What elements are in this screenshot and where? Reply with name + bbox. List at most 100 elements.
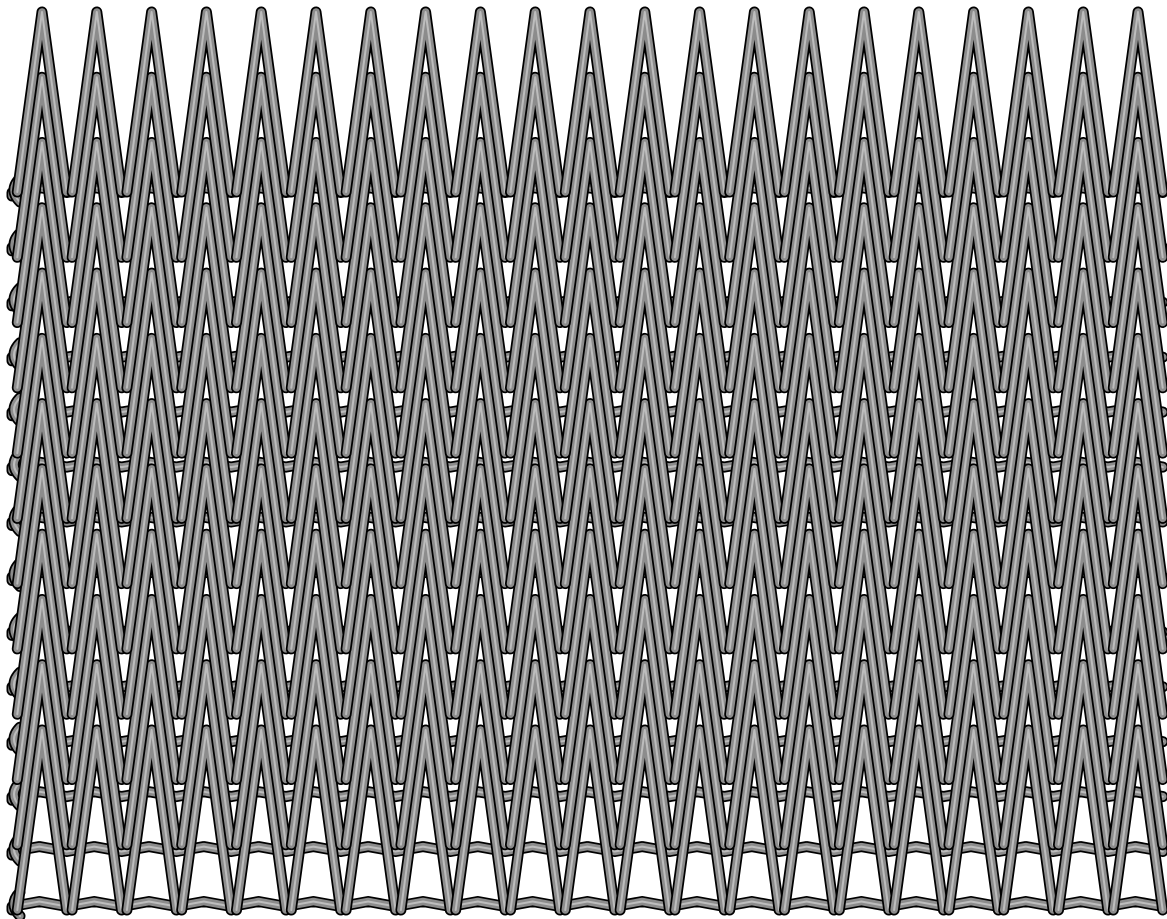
zigzag-wire bbox=[121, 6, 182, 198]
zigzag-wire bbox=[888, 202, 949, 394]
zigzag-wire bbox=[505, 594, 566, 785]
zigzag-wire bbox=[176, 71, 237, 263]
zigzag-wire-highlight bbox=[16, 598, 68, 781]
zigzag-wire-highlight bbox=[125, 141, 178, 324]
zigzag-wire bbox=[614, 137, 675, 328]
zigzag-wire-highlight bbox=[399, 598, 452, 781]
zigzag-wire bbox=[231, 332, 292, 524]
zigzag-wire-highlight bbox=[235, 76, 287, 259]
zigzag-wire bbox=[505, 137, 566, 328]
zigzag-wire bbox=[285, 71, 347, 263]
zigzag-wire-highlight bbox=[1002, 272, 1055, 455]
zigzag-wire bbox=[833, 71, 895, 263]
zigzag-wire bbox=[779, 594, 840, 785]
zigzag-wire-highlight bbox=[1112, 141, 1164, 324]
zigzag-wire-highlight bbox=[16, 272, 68, 455]
zigzag-wire-highlight bbox=[893, 533, 945, 716]
zigzag-wire bbox=[285, 528, 347, 720]
zigzag-wire bbox=[450, 332, 511, 524]
zigzag-wire bbox=[943, 71, 1004, 263]
zigzag-wire-highlight bbox=[235, 206, 287, 389]
zigzag-wire-highlight bbox=[509, 533, 561, 716]
zigzag-wire bbox=[888, 659, 949, 851]
zigzag-wire bbox=[231, 594, 292, 785]
zigzag-wire bbox=[66, 267, 127, 459]
zigzag-wire-highlight bbox=[180, 663, 233, 846]
zigzag-wire bbox=[66, 528, 127, 720]
zigzag-wire-highlight bbox=[235, 729, 287, 911]
zigzag-wire-highlight bbox=[180, 272, 233, 455]
zigzag-wire-highlight bbox=[16, 337, 68, 520]
zigzag-wire-highlight bbox=[673, 598, 726, 781]
zigzag-wire bbox=[11, 332, 73, 524]
zigzag-wire bbox=[11, 528, 73, 720]
zigzag-wire bbox=[11, 267, 73, 459]
zigzag-wire bbox=[395, 528, 456, 720]
zigzag-wire bbox=[559, 202, 621, 394]
zigzag-wire-highlight bbox=[345, 533, 397, 716]
zigzag-wire-highlight bbox=[783, 467, 835, 650]
zigzag-wire-highlight bbox=[838, 533, 890, 716]
zigzag-wire bbox=[395, 332, 456, 524]
zigzag-wire bbox=[943, 724, 1004, 916]
zigzag-wire-highlight bbox=[1112, 337, 1164, 520]
zigzag-wire bbox=[998, 202, 1059, 394]
zigzag-wire bbox=[559, 724, 621, 916]
zigzag-wire bbox=[231, 6, 292, 198]
zigzag-wire bbox=[395, 724, 456, 916]
zigzag-wire bbox=[724, 528, 785, 720]
zigzag-wire-highlight bbox=[619, 533, 671, 716]
zigzag-wire-highlight bbox=[1112, 11, 1164, 193]
zigzag-wire-highlight bbox=[399, 141, 452, 324]
zigzag-wire bbox=[121, 594, 182, 785]
zigzag-wire bbox=[998, 528, 1059, 720]
zigzag-wire bbox=[285, 398, 347, 590]
zigzag-wire-highlight bbox=[509, 141, 561, 324]
zigzag-wire-highlight bbox=[619, 337, 671, 520]
zigzag-wire-highlight bbox=[619, 76, 671, 259]
zigzag-wire bbox=[176, 659, 237, 851]
zigzag-wire bbox=[559, 398, 621, 590]
zigzag-wire bbox=[450, 398, 511, 590]
zigzag-wire bbox=[669, 332, 730, 524]
zigzag-wire-highlight bbox=[838, 141, 890, 324]
zigzag-wire bbox=[450, 267, 511, 459]
zigzag-wire bbox=[231, 398, 292, 590]
zigzag-wire-highlight bbox=[235, 11, 287, 193]
zigzag-wire-highlight bbox=[180, 76, 233, 259]
zigzag-wire-highlight bbox=[783, 533, 835, 716]
zigzag-wire-highlight bbox=[290, 729, 342, 911]
zigzag-wire bbox=[724, 463, 785, 655]
zigzag-wire-highlight bbox=[125, 729, 178, 911]
zigzag-wire bbox=[833, 594, 895, 785]
zigzag-wire bbox=[121, 71, 182, 263]
zigzag-wire bbox=[833, 137, 895, 328]
zigzag-wire bbox=[231, 724, 292, 916]
zigzag-wire-highlight bbox=[180, 467, 233, 650]
zigzag-wire bbox=[11, 6, 73, 198]
zigzag-wire-highlight bbox=[1057, 467, 1109, 650]
zigzag-wire-highlight bbox=[180, 598, 233, 781]
zigzag-wire-highlight bbox=[125, 402, 178, 585]
zigzag-wire-highlight bbox=[454, 206, 507, 389]
zigzag-wire-highlight bbox=[1002, 11, 1055, 193]
zigzag-wire-highlight bbox=[1057, 663, 1109, 846]
zigzag-wire bbox=[176, 724, 237, 916]
zigzag-wire-highlight bbox=[728, 11, 781, 193]
zigzag-wire-highlight bbox=[1057, 11, 1109, 193]
zigzag-wire-highlight bbox=[125, 533, 178, 716]
zigzag-wire-highlight bbox=[673, 206, 726, 389]
zigzag-wire bbox=[340, 398, 401, 590]
zigzag-wire-highlight bbox=[509, 663, 561, 846]
zigzag-wire bbox=[669, 202, 730, 394]
zigzag-wire bbox=[943, 659, 1004, 851]
zigzag-wire-highlight bbox=[71, 467, 123, 650]
zigzag-wire-highlight bbox=[16, 141, 68, 324]
zigzag-wire-highlight bbox=[838, 598, 890, 781]
zigzag-wire bbox=[888, 528, 949, 720]
zigzag-wire-highlight bbox=[564, 11, 616, 193]
zigzag-wire-highlight bbox=[1002, 402, 1055, 585]
zigzag-wire-highlight bbox=[673, 272, 726, 455]
zigzag-wire bbox=[121, 528, 182, 720]
zigzag-wire-highlight bbox=[509, 598, 561, 781]
